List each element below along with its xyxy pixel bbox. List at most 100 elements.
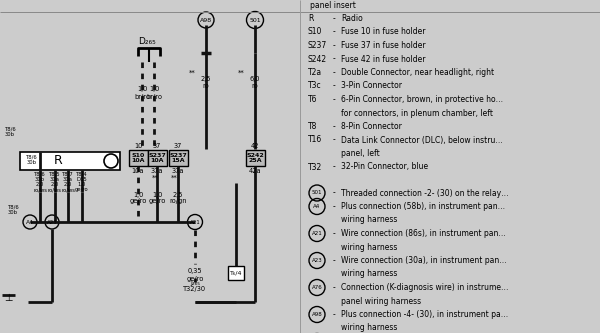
Text: 37a: 37a: [172, 168, 184, 174]
Text: for connectors, in plenum chamber, left: for connectors, in plenum chamber, left: [341, 109, 493, 118]
Text: S242: S242: [308, 55, 327, 64]
Text: A76: A76: [311, 285, 322, 290]
Text: S237: S237: [308, 41, 327, 50]
Text: T2a: T2a: [308, 68, 322, 77]
Text: A4: A4: [313, 204, 320, 209]
Text: panel, left: panel, left: [341, 149, 380, 158]
Text: J₂₆₅
T32/30: J₂₆₅ T32/30: [184, 279, 206, 292]
Text: A21: A21: [311, 231, 322, 236]
Text: T8/4
D65: T8/4 D65: [76, 171, 88, 182]
Text: **: **: [238, 70, 244, 76]
Text: T32: T32: [308, 163, 322, 171]
Text: Connection (K-diagnosis wire) in instrume…: Connection (K-diagnosis wire) in instrum…: [341, 283, 509, 292]
Text: 42: 42: [251, 143, 259, 149]
Text: 37: 37: [153, 143, 161, 149]
Text: -: -: [333, 188, 336, 197]
Text: -: -: [333, 82, 336, 91]
Text: 10: 10: [134, 143, 142, 149]
Text: -: -: [333, 68, 336, 77]
Text: -: -: [333, 283, 336, 292]
Text: -: -: [333, 28, 336, 37]
Text: -: -: [333, 229, 336, 238]
Text: S237
15A: S237 15A: [169, 153, 187, 164]
Text: Fuse 42 in fuse holder: Fuse 42 in fuse holder: [341, 55, 425, 64]
Text: 501: 501: [312, 190, 322, 195]
Text: -: -: [333, 202, 336, 211]
Text: Fuse 10 in fuse holder: Fuse 10 in fuse holder: [341, 28, 425, 37]
Text: Wire connection (30a), in instrument pan…: Wire connection (30a), in instrument pan…: [341, 256, 507, 265]
FancyBboxPatch shape: [20, 152, 120, 170]
Text: wiring harness: wiring harness: [341, 215, 397, 224]
Text: -: -: [333, 163, 336, 171]
Text: 1,0
br/ro: 1,0 br/ro: [134, 87, 150, 100]
Text: 2,0
ro/ws: 2,0 ro/ws: [61, 181, 75, 192]
Text: 2,5
ro: 2,5 ro: [201, 77, 211, 90]
Text: **: **: [188, 70, 196, 76]
Text: T₆/4: T₆/4: [230, 270, 242, 275]
Text: **: **: [152, 175, 158, 181]
Text: A21: A21: [190, 219, 200, 224]
Text: T3c: T3c: [308, 82, 322, 91]
Text: -: -: [333, 55, 336, 64]
Text: ⊥: ⊥: [4, 293, 12, 303]
Text: 3-Pin Connector: 3-Pin Connector: [341, 82, 402, 91]
Text: 1,0
br/ro: 1,0 br/ro: [146, 87, 162, 100]
Text: Fuse 37 in fuse holder: Fuse 37 in fuse holder: [341, 41, 425, 50]
Text: 32-Pin Connector, blue: 32-Pin Connector, blue: [341, 163, 428, 171]
Text: S242
25A: S242 25A: [246, 153, 264, 164]
Text: 1,0
ge/ro: 1,0 ge/ro: [148, 191, 166, 204]
Text: T8/6
30b: T8/6 30b: [26, 155, 38, 166]
Text: T8: T8: [308, 122, 317, 131]
Text: D₂₆₅: D₂₆₅: [138, 37, 156, 46]
Text: T8/7
30a: T8/7 30a: [62, 171, 74, 182]
Text: S10
10A: S10 10A: [131, 153, 145, 164]
Text: S237
10A: S237 10A: [148, 153, 166, 164]
Text: -: -: [333, 310, 336, 319]
Text: -: -: [333, 122, 336, 131]
Text: Threaded connection -2- (30) on the relay…: Threaded connection -2- (30) on the rela…: [341, 188, 509, 197]
Text: A98: A98: [311, 312, 322, 317]
Text: wiring harness: wiring harness: [341, 242, 397, 251]
Text: 6-Pin Connector, brown, in protective ho…: 6-Pin Connector, brown, in protective ho…: [341, 95, 503, 104]
Text: -: -: [333, 14, 336, 23]
Text: T6: T6: [308, 95, 317, 104]
Text: wiring harness: wiring harness: [341, 269, 397, 278]
FancyBboxPatch shape: [128, 150, 148, 166]
Text: -: -: [333, 95, 336, 104]
Text: 0,35
ge/ro: 0,35 ge/ro: [187, 268, 203, 281]
Text: **: **: [170, 175, 178, 181]
Text: wiring harness: wiring harness: [341, 323, 397, 332]
Text: -: -: [333, 41, 336, 50]
FancyBboxPatch shape: [228, 266, 244, 280]
FancyBboxPatch shape: [148, 150, 167, 166]
Text: T8,5
30a: T8,5 30a: [49, 171, 61, 182]
Text: panel wiring harness: panel wiring harness: [341, 296, 421, 305]
FancyBboxPatch shape: [245, 150, 265, 166]
Text: -: -: [333, 136, 336, 145]
Text: R: R: [308, 14, 313, 23]
Text: Radio: Radio: [341, 14, 363, 23]
Text: 10a: 10a: [132, 168, 144, 174]
Text: T16: T16: [308, 136, 322, 145]
Text: A4: A4: [26, 219, 34, 224]
Text: panel insert: panel insert: [310, 1, 356, 10]
Text: Plus connection (58b), in instrument pan…: Plus connection (58b), in instrument pan…: [341, 202, 505, 211]
Text: Double Connector, near headlight, right: Double Connector, near headlight, right: [341, 68, 494, 77]
Text: 1,0
ge/ro: 1,0 ge/ro: [130, 191, 146, 204]
Text: 2,5
ro/gn: 2,5 ro/gn: [169, 191, 187, 204]
Text: A23: A23: [311, 258, 322, 263]
Text: T8/6
30b: T8/6 30b: [34, 171, 46, 182]
Text: 1,0
ge/ro: 1,0 ge/ro: [75, 181, 89, 192]
Text: A98: A98: [200, 18, 212, 23]
Text: 8-Pin Connector: 8-Pin Connector: [341, 122, 402, 131]
FancyBboxPatch shape: [169, 150, 187, 166]
Text: 42a: 42a: [248, 168, 262, 174]
Text: A23: A23: [47, 219, 58, 224]
Text: Wire connection (86s), in instrument pan…: Wire connection (86s), in instrument pan…: [341, 229, 506, 238]
Text: 501: 501: [249, 18, 261, 23]
Text: R: R: [53, 155, 62, 167]
Text: T8/6
30b: T8/6 30b: [5, 127, 17, 138]
Text: 2,0
ro/ws: 2,0 ro/ws: [33, 181, 47, 192]
Text: 37a: 37a: [151, 168, 163, 174]
Text: 6,0
ro: 6,0 ro: [250, 77, 260, 90]
